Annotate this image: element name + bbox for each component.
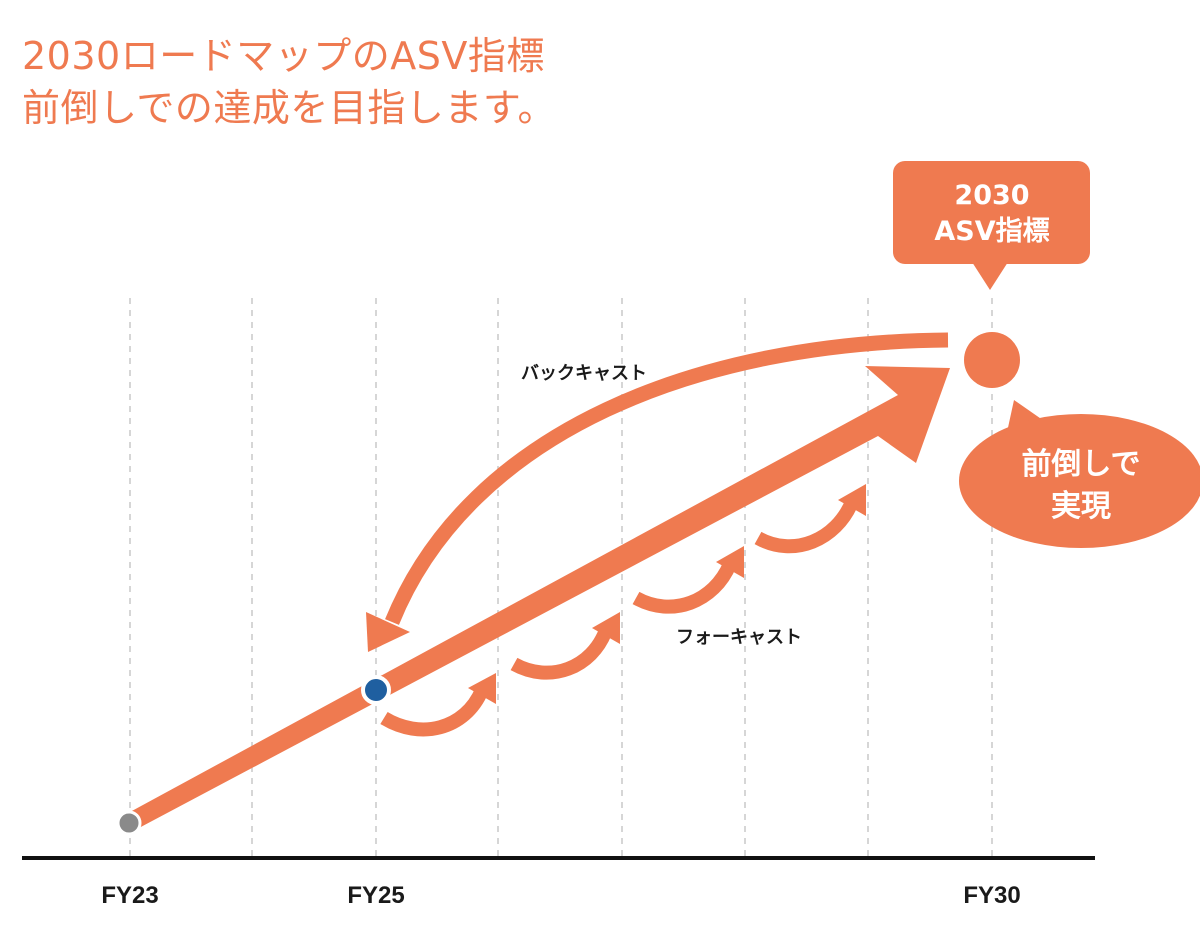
forecast-arrow-4 bbox=[754, 498, 859, 554]
ahead-bubble-line-2: 実現 bbox=[1051, 489, 1111, 524]
target-callout-pointer bbox=[972, 262, 1008, 290]
forecast-label: フォーキャスト bbox=[676, 627, 802, 648]
main-growth-arrow bbox=[130, 366, 950, 829]
target-callout-line-2: ASV指標 bbox=[934, 216, 1049, 247]
forecast-arrow-head-2 bbox=[592, 612, 620, 644]
forecast-arrows bbox=[380, 498, 859, 737]
current-point bbox=[361, 675, 391, 705]
x-axis-label-fy25: FY25 bbox=[347, 882, 404, 909]
forecast-arrow-2 bbox=[510, 627, 613, 680]
forecast-arrow-1 bbox=[380, 686, 489, 737]
forecast-arrow-head-4 bbox=[838, 484, 866, 516]
backcast-label: バックキャスト bbox=[521, 363, 647, 384]
start-point bbox=[116, 810, 142, 836]
ahead-bubble-body bbox=[959, 414, 1200, 548]
forecast-arrow-3 bbox=[632, 560, 737, 614]
ahead-of-schedule-bubble: 前倒しで 実現 bbox=[959, 400, 1200, 548]
gridlines bbox=[129, 298, 993, 858]
forecast-arrow-heads bbox=[468, 484, 866, 704]
forecast-arrow-head-1 bbox=[468, 673, 496, 704]
headline: 2030ロードマップのASV指標 前倒しでの達成を目指します。 bbox=[22, 30, 556, 134]
target-point bbox=[964, 332, 1020, 388]
ahead-bubble-line-1: 前倒しで bbox=[1021, 447, 1140, 482]
x-axis-labels: FY23 FY25 FY30 bbox=[101, 882, 1020, 909]
backcast-arrow-body bbox=[385, 332, 949, 625]
backcast-arrow-head bbox=[366, 612, 410, 652]
target-callout-box bbox=[893, 161, 1090, 264]
x-axis-label-fy30: FY30 bbox=[963, 882, 1020, 909]
forecast-arrow-head-3 bbox=[716, 546, 744, 578]
target-callout-line-1: 2030 bbox=[954, 180, 1029, 211]
backcast-arrow bbox=[366, 332, 949, 652]
target-callout: 2030 ASV指標 bbox=[893, 161, 1090, 290]
headline-line-2: 前倒しでの達成を目指します。 bbox=[22, 86, 557, 130]
headline-line-1: 2030ロードマップのASV指標 bbox=[22, 34, 545, 78]
x-axis-label-fy23: FY23 bbox=[101, 882, 158, 909]
